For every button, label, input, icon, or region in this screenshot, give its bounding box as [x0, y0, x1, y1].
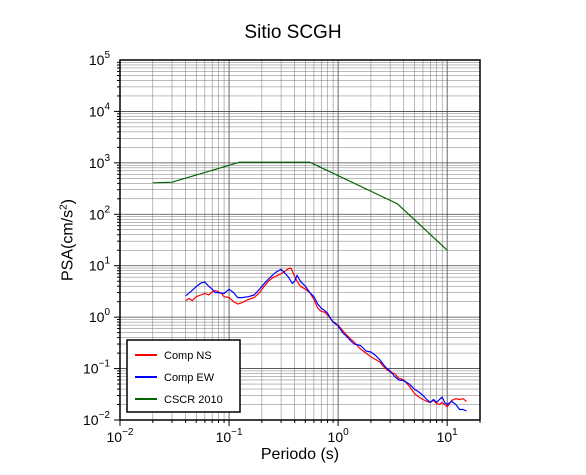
legend-label: CSCR 2010	[164, 394, 223, 406]
x-tick-label: 10−1	[216, 427, 243, 445]
y-tick-label: 10−1	[83, 359, 110, 377]
x-axis-label: Periodo (s)	[260, 446, 340, 463]
y-tick-label: 10−2	[83, 410, 110, 428]
chart-title: Sitio SCGH	[244, 22, 342, 43]
y-axis-label-exponent: 2	[58, 204, 70, 210]
y-axis-label: PSA(cm/s2)	[58, 199, 77, 281]
legend-label: Comp NS	[164, 350, 212, 362]
y-tick-label: 105	[89, 50, 111, 68]
x-tick-label: 100	[328, 427, 350, 445]
series-line-cscr-2010	[152, 161, 448, 251]
y-tick-label: 104	[89, 101, 111, 119]
y-axis-label-suffix: )	[59, 198, 77, 205]
x-tick-label: 101	[437, 427, 459, 445]
series-line-comp-ew	[185, 268, 467, 412]
x-tick-label: 10−2	[107, 427, 134, 445]
legend-label: Comp EW	[164, 372, 215, 384]
y-tick-label: 100	[89, 307, 111, 325]
y-tick-label: 102	[89, 204, 111, 222]
y-tick-label: 101	[89, 256, 111, 274]
y-axis-label-prefix: PSA(cm/s	[59, 209, 77, 282]
plot-frame	[119, 59, 481, 421]
y-tick-label: 103	[89, 153, 111, 171]
